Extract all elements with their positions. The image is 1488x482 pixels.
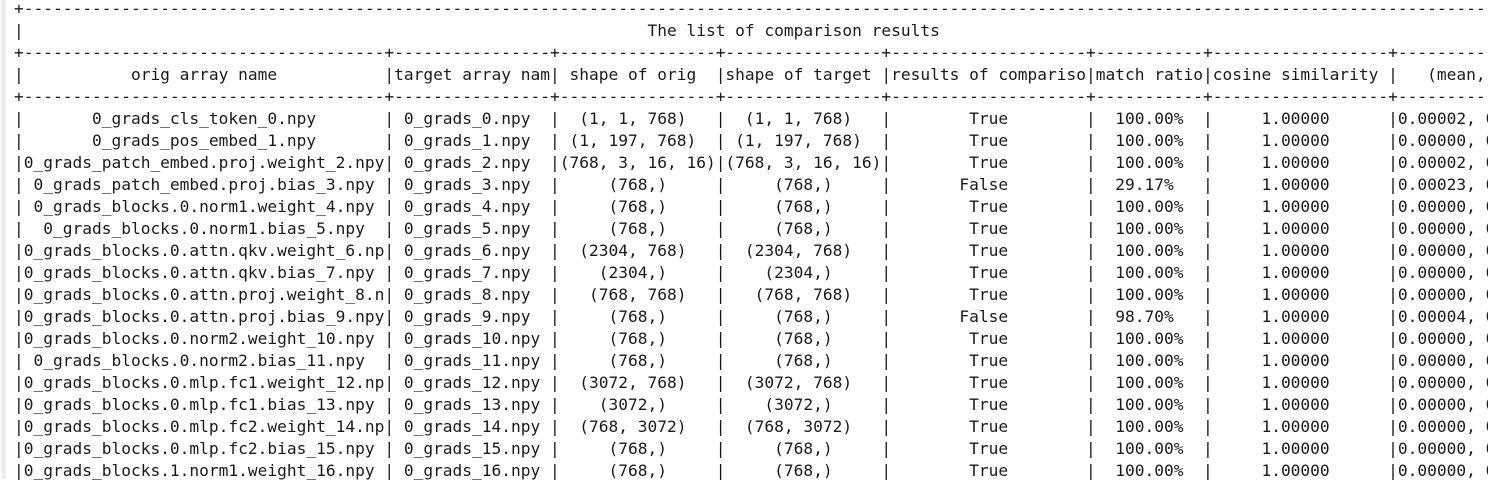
comparison-results-ascii-table: +---------------------------------------… bbox=[14, 0, 1488, 480]
window-left-edge bbox=[0, 0, 7, 479]
